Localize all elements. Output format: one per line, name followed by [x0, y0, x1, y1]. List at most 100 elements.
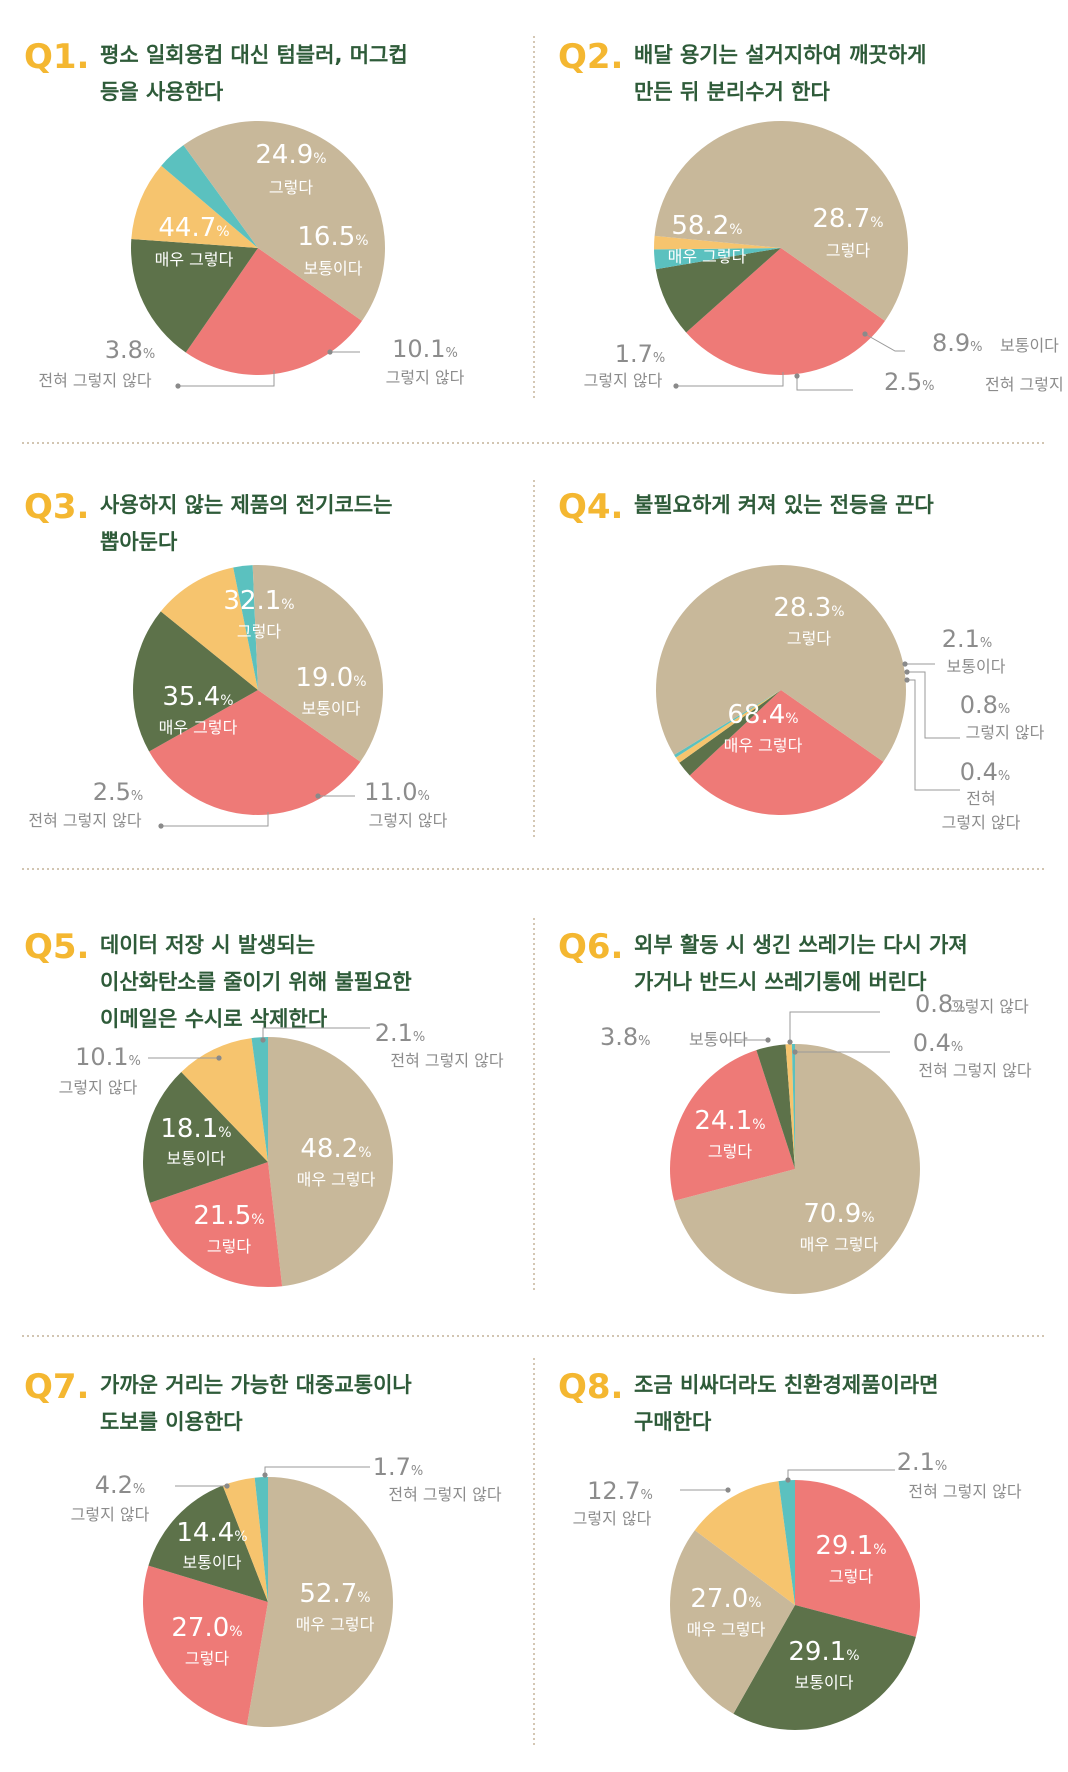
slice-label: 매우 그렇다	[800, 1235, 879, 1254]
leader-dot	[902, 661, 908, 667]
slice-value: 3.8%	[105, 336, 156, 364]
slice-value: 14.4%	[176, 1518, 247, 1548]
question-number: Q2.	[558, 37, 623, 77]
leader-dot	[862, 331, 868, 337]
slice-value: 2.5%	[93, 778, 144, 806]
slice-label: 보통이다	[1000, 336, 1059, 355]
slice-value: 68.4%	[727, 700, 798, 730]
leader-dot	[794, 373, 800, 379]
pie-slice-neutral	[679, 690, 781, 776]
pie-slice-disagree	[222, 1477, 268, 1602]
leader-line	[796, 376, 853, 391]
pie-slice-agree	[142, 1565, 268, 1726]
leader-line	[907, 679, 960, 791]
slice-value: 19.0%	[295, 663, 366, 693]
leader-line	[262, 1027, 370, 1040]
slice-label: 전혀 그렇지 않다	[38, 371, 151, 390]
pie-chart-4: Q4. 불필요하게 켜져 있는 전등을 끈다 28.3% 그렇다 2.1% 보통이다 0.8…	[558, 487, 1045, 832]
slice-value: 11.0%	[364, 778, 430, 806]
pie-slice-strongly_disagree	[161, 145, 258, 248]
question-title-line: 뽑아둔다	[100, 530, 178, 554]
leader-line	[789, 1011, 880, 1042]
slice-label: 그렇지 않다	[386, 368, 465, 387]
slice-value: 29.1%	[788, 1637, 859, 1667]
slice-label: 보통이다	[183, 1553, 242, 1572]
slice-label: 보통이다	[304, 259, 363, 278]
question-number: Q5.	[24, 927, 89, 967]
question-title-line: 불필요하게 켜져 있는 전등을 끈다	[634, 493, 934, 517]
pie-slice-neutral	[143, 1071, 268, 1203]
slice-value: 0.4%	[960, 758, 1011, 786]
leader-line	[864, 333, 905, 352]
leader-dot	[725, 1487, 731, 1493]
leader-line	[676, 372, 784, 387]
leader-line	[178, 370, 275, 387]
leader-dot	[224, 1483, 230, 1489]
slice-value: 35.4%	[162, 682, 233, 712]
slice-label: 전혀 그렇지 않다	[985, 375, 1068, 394]
slice-value: 28.3%	[773, 593, 844, 623]
pie-slice-agree	[185, 248, 363, 375]
slice-label: 매우 그렇다	[155, 250, 234, 269]
pie-slice-very_agree	[252, 564, 384, 762]
slice-label: 그렇다	[829, 1567, 873, 1586]
leader-dot	[262, 1472, 268, 1478]
slice-value: 18.1%	[160, 1114, 231, 1144]
slice-label: 보통이다	[795, 1673, 854, 1692]
slice-label: 그렇다	[185, 1649, 229, 1668]
slice-value: 24.1%	[694, 1106, 765, 1136]
pie-slice-neutral	[733, 1605, 916, 1730]
pie-slice-neutral	[148, 1485, 268, 1602]
pie-slice-strongly_disagree	[251, 1037, 268, 1162]
question-title-line: 등을 사용한다	[100, 80, 224, 104]
leader-dot	[765, 1037, 771, 1043]
pie-slice-disagree	[131, 165, 258, 248]
leader-dot	[904, 677, 910, 683]
question-title-line: 만든 뒤 분리수거 한다	[634, 80, 830, 104]
slice-value: 27.0%	[690, 1584, 761, 1614]
slice-value: 52.7%	[299, 1579, 370, 1609]
pie-slice-agree	[149, 690, 361, 815]
slice-label: 그렇다	[269, 178, 313, 197]
slice-label: 매우 그렇다	[297, 1170, 376, 1189]
slice-label: 보통이다	[302, 699, 361, 718]
question-number: Q3.	[24, 487, 89, 527]
slice-value: 16.5%	[297, 222, 368, 252]
slice-value: 10.1%	[75, 1043, 141, 1071]
slice-value: 24.9%	[255, 140, 326, 170]
slice-value: 21.5%	[193, 1201, 264, 1231]
pie-slice-disagree	[654, 235, 781, 250]
pie-slice-disagree	[675, 690, 781, 763]
slice-label: 전혀	[966, 789, 995, 808]
slice-value: 32.1%	[223, 586, 294, 616]
slice-label: 그렇지 않다	[573, 1509, 652, 1528]
pie-slice-very_agree	[674, 1044, 920, 1295]
question-number: Q7.	[24, 1367, 89, 1407]
pie-slice-agree	[689, 690, 884, 815]
slice-label: 매우 그렇다	[296, 1615, 375, 1634]
slice-value: 12.7%	[587, 1477, 653, 1505]
pie-slice-very_agree	[246, 1477, 393, 1727]
question-title-line: 데이터 저장 시 발생되는	[100, 933, 315, 957]
question-title-line: 구매한다	[634, 1410, 712, 1434]
slice-value: 1.7%	[615, 340, 666, 368]
slice-label: 전혀 그렇지 않다	[918, 1061, 1031, 1080]
slice-value: 58.2%	[671, 211, 742, 241]
question-title-line: 이산화탄소를 줄이기 위해 불필요한	[100, 970, 412, 994]
slice-label: 보통이다	[689, 1030, 748, 1049]
slice-value: 3.8%	[600, 1023, 651, 1051]
slice-label: 전혀 그렇지 않다	[28, 811, 141, 830]
pie-slice-strongly_disagree	[254, 1477, 268, 1602]
slice-label: 그렇다	[787, 629, 831, 648]
question-title-line: 평소 일회용컵 대신 텀블러, 머그컵	[100, 43, 408, 67]
slice-value: 0.8%	[915, 990, 966, 1018]
slice-value: 2.1%	[942, 625, 993, 653]
slice-value: 2.1%	[375, 1019, 426, 1047]
slice-label: 그렇다	[207, 1237, 251, 1256]
leader-dot	[792, 1049, 798, 1055]
